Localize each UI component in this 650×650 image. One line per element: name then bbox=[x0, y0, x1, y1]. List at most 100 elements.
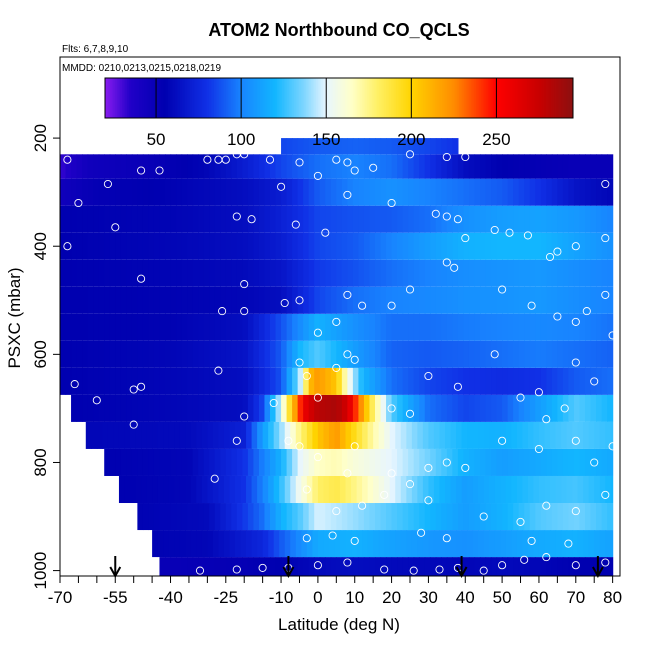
heatmap-cell bbox=[148, 205, 155, 233]
heatmap-cell bbox=[159, 448, 166, 476]
heatmap-cell bbox=[551, 503, 558, 531]
colorbar-segment bbox=[292, 78, 295, 118]
heatmap-cell bbox=[142, 178, 150, 206]
colorbar-segment bbox=[380, 78, 383, 118]
heatmap-cell bbox=[358, 154, 365, 179]
heatmap-cell bbox=[341, 205, 348, 233]
heatmap-cell bbox=[373, 530, 380, 558]
heatmap-cell bbox=[463, 259, 470, 287]
heatmap-cell bbox=[391, 557, 398, 576]
heatmap-cell bbox=[513, 503, 520, 531]
colorbar-segment bbox=[154, 78, 157, 118]
heatmap-cell bbox=[452, 232, 459, 260]
colorbar-segment bbox=[404, 78, 407, 118]
heatmap-cell bbox=[546, 286, 553, 314]
heatmap-cell bbox=[375, 178, 382, 206]
heatmap-cell bbox=[419, 178, 426, 206]
heatmap-cell bbox=[308, 232, 315, 260]
colorbar-segment bbox=[370, 78, 373, 118]
observation-point bbox=[137, 166, 146, 175]
heatmap-cell bbox=[430, 313, 437, 341]
heatmap-cell bbox=[192, 205, 199, 233]
heatmap-cell bbox=[286, 232, 293, 260]
heatmap-cell bbox=[198, 340, 205, 368]
heatmap-cell bbox=[340, 421, 347, 449]
heatmap-cell bbox=[225, 259, 232, 287]
heatmap-cell bbox=[561, 475, 568, 504]
heatmap-cell bbox=[496, 448, 503, 476]
heatmap-cell bbox=[76, 205, 83, 233]
heatmap-cell bbox=[491, 503, 498, 531]
heatmap-cell bbox=[334, 421, 341, 449]
heatmap-cell bbox=[170, 313, 177, 341]
heatmap-cell bbox=[579, 205, 586, 233]
heatmap-cell bbox=[181, 394, 188, 422]
heatmap-cell bbox=[325, 205, 332, 233]
heatmap-cell bbox=[209, 154, 216, 179]
heatmap-cell bbox=[557, 154, 564, 179]
heatmap-cell bbox=[264, 205, 271, 233]
colorbar-segment bbox=[523, 78, 526, 118]
heatmap-cell bbox=[192, 259, 199, 287]
heatmap-cell bbox=[428, 475, 435, 504]
heatmap-cell bbox=[457, 367, 465, 395]
observation-point bbox=[210, 474, 219, 483]
heatmap-cell bbox=[369, 557, 376, 576]
observation-point bbox=[221, 155, 230, 164]
heatmap-cell bbox=[463, 232, 470, 260]
heatmap-cell bbox=[496, 232, 503, 260]
heatmap-cell bbox=[214, 178, 221, 206]
heatmap-cell bbox=[500, 421, 507, 449]
heatmap-cell bbox=[540, 313, 547, 341]
heatmap-cell bbox=[258, 313, 266, 341]
heatmap-cell bbox=[314, 557, 321, 576]
heatmap-cell bbox=[513, 205, 520, 233]
heatmap-cell bbox=[513, 367, 520, 395]
heatmap-cell bbox=[71, 232, 78, 260]
heatmap-cell bbox=[98, 340, 105, 368]
heatmap-cell bbox=[391, 367, 398, 395]
heatmap-cell bbox=[303, 557, 310, 576]
observation-point bbox=[542, 501, 551, 510]
heatmap-cell bbox=[441, 178, 448, 206]
heatmap-cell bbox=[196, 475, 203, 504]
heatmap-cell bbox=[308, 205, 315, 233]
heatmap-cell bbox=[380, 205, 387, 233]
heatmap-cell bbox=[457, 340, 465, 368]
observation-point bbox=[453, 382, 462, 391]
heatmap-cell bbox=[358, 503, 365, 531]
heatmap-cell bbox=[303, 232, 310, 260]
heatmap-cell bbox=[153, 503, 161, 531]
heatmap-cell bbox=[225, 340, 232, 368]
heatmap-cell bbox=[386, 394, 393, 422]
colorbar-segment bbox=[130, 78, 133, 118]
observation-point bbox=[405, 285, 415, 294]
observation-point bbox=[103, 179, 112, 189]
heatmap-cell bbox=[131, 232, 138, 260]
heatmap-cell bbox=[463, 178, 470, 206]
heatmap-cell bbox=[115, 259, 122, 287]
heatmap-cell bbox=[375, 154, 382, 179]
heatmap-cell bbox=[345, 530, 352, 558]
colorbar-segment bbox=[331, 78, 334, 118]
observation-point bbox=[214, 366, 223, 375]
heatmap-cell bbox=[185, 421, 192, 449]
heatmap-cell bbox=[524, 205, 531, 233]
heatmap-cell bbox=[513, 448, 520, 476]
heatmap-cell bbox=[579, 232, 586, 260]
heatmap-cell bbox=[375, 394, 382, 422]
heatmap-cell bbox=[137, 178, 144, 206]
heatmap-cell bbox=[579, 557, 586, 576]
heatmap-cell bbox=[485, 286, 492, 314]
observation-point bbox=[417, 528, 426, 537]
heatmap-cell bbox=[441, 394, 448, 422]
heatmap-cell bbox=[187, 259, 194, 287]
colorbar-segment bbox=[525, 78, 528, 118]
heatmap-cell bbox=[457, 286, 465, 314]
heatmap-cell bbox=[153, 205, 161, 233]
heatmap-cell bbox=[131, 259, 138, 287]
colorbar-segment bbox=[137, 78, 140, 118]
heatmap-cell bbox=[98, 394, 105, 422]
heatmap-cell bbox=[596, 313, 603, 341]
